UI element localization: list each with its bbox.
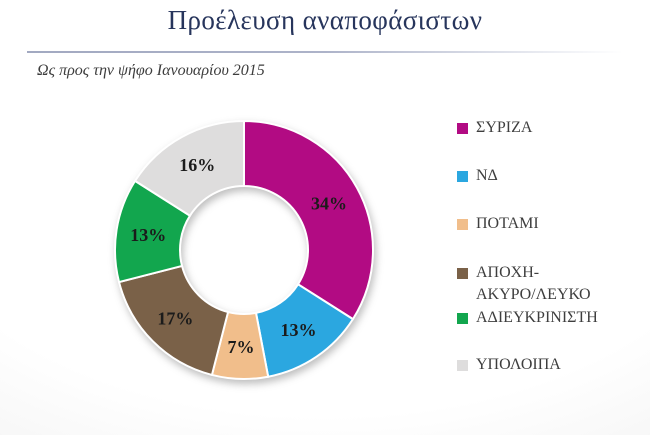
donut-slice-1 — [243, 119, 374, 321]
slice-value-label: 13% — [281, 320, 317, 340]
legend-item-4: ΑΠΟΧΗ- ΑΚΥΡΟ/ΛΕΥΚΟ — [457, 262, 591, 306]
legend-swatch — [457, 360, 468, 371]
legend-item-1: ΣΥΡΙΖΑ — [457, 117, 532, 139]
slice-value-label: 17% — [157, 309, 193, 329]
legend-item-6: ΥΠΟΛΟΙΠΑ — [457, 354, 561, 376]
slice-value-label: 13% — [130, 225, 166, 245]
legend-label: ΠΟΤΑΜΙ — [476, 215, 539, 232]
legend-item-2: ΝΔ — [457, 165, 498, 187]
legend-label: ΑΠΟΧΗ- ΑΚΥΡΟ/ΛΕΥΚΟ — [476, 264, 591, 303]
slice-value-label: 7% — [228, 337, 255, 357]
chart-subtitle: Ως προς την ψήφο Ιανουαρίου 2015 — [37, 62, 265, 79]
legend-item-5: ΑΔΙΕΥΚΡΙΝΙΣΤΗ — [457, 307, 598, 329]
legend-swatch — [457, 219, 468, 230]
title-divider — [27, 51, 623, 53]
legend-item-3: ΠΟΤΑΜΙ — [457, 213, 539, 235]
legend-swatch — [457, 313, 468, 324]
legend-label: ΑΔΙΕΥΚΡΙΝΙΣΤΗ — [476, 309, 598, 326]
legend-label: ΣΥΡΙΖΑ — [476, 119, 533, 136]
page-title: Προέλευση αναποφάσιστων — [167, 5, 483, 35]
slice-value-label: 34% — [311, 193, 347, 213]
slice-value-label: 16% — [179, 155, 215, 175]
donut-slice-6 — [133, 119, 245, 218]
legend-swatch — [457, 171, 468, 182]
legend-swatch — [457, 123, 468, 134]
legend-swatch — [457, 268, 468, 279]
donut-chart: 34% 13% 7% 17% 13% 16% — [114, 119, 374, 380]
legend-label: ΝΔ — [476, 167, 498, 184]
legend-label: ΥΠΟΛΟΙΠΑ — [476, 356, 561, 373]
